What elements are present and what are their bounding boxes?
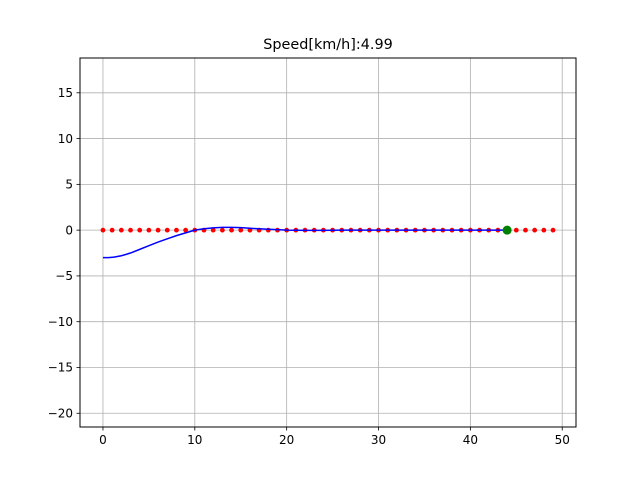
reference-point bbox=[174, 227, 179, 233]
y-tick-label: 0 bbox=[65, 223, 73, 237]
x-tick-label: 10 bbox=[187, 433, 202, 447]
x-tick-label: 50 bbox=[555, 433, 570, 447]
reference-point bbox=[183, 227, 189, 233]
x-tick-label: 0 bbox=[99, 433, 107, 447]
trajectory-line bbox=[102, 226, 508, 259]
reference-point bbox=[541, 227, 547, 233]
reference-point bbox=[128, 227, 133, 233]
x-tick-label: 30 bbox=[371, 433, 386, 447]
y-tick-label: −20 bbox=[48, 406, 73, 420]
target-marker bbox=[502, 225, 512, 235]
x-tick-label: 20 bbox=[279, 433, 294, 447]
reference-point bbox=[238, 227, 244, 233]
y-tick-label: −15 bbox=[48, 361, 73, 375]
reference-point bbox=[146, 227, 152, 233]
reference-point bbox=[210, 227, 216, 233]
y-tick-label: 15 bbox=[58, 86, 73, 100]
reference-point bbox=[137, 227, 143, 233]
reference-point bbox=[550, 227, 556, 233]
reference-point bbox=[109, 227, 115, 233]
reference-point bbox=[523, 227, 528, 233]
chart-title: Speed[km/h]:4.99 bbox=[263, 37, 393, 53]
reference-point bbox=[229, 227, 234, 233]
y-tick-label: −5 bbox=[55, 269, 73, 283]
reference-point bbox=[118, 227, 124, 233]
reference-point bbox=[164, 227, 170, 233]
reference-point bbox=[100, 227, 106, 233]
reference-point bbox=[513, 227, 519, 233]
reference-point bbox=[532, 227, 538, 233]
y-tick-label: 10 bbox=[58, 132, 73, 146]
axes-frame bbox=[79, 57, 577, 428]
y-tick-label: −10 bbox=[48, 315, 73, 329]
grid-lines bbox=[80, 58, 576, 427]
y-tick-label: 5 bbox=[65, 178, 73, 192]
reference-point bbox=[219, 227, 225, 233]
x-tick-label: 40 bbox=[463, 433, 478, 447]
plot-series bbox=[100, 225, 556, 259]
reference-point bbox=[155, 227, 161, 233]
axis-ticks: 0 10 20 30 40 50 −20 −15 −10 −5 0 5 10 15 bbox=[48, 86, 570, 447]
